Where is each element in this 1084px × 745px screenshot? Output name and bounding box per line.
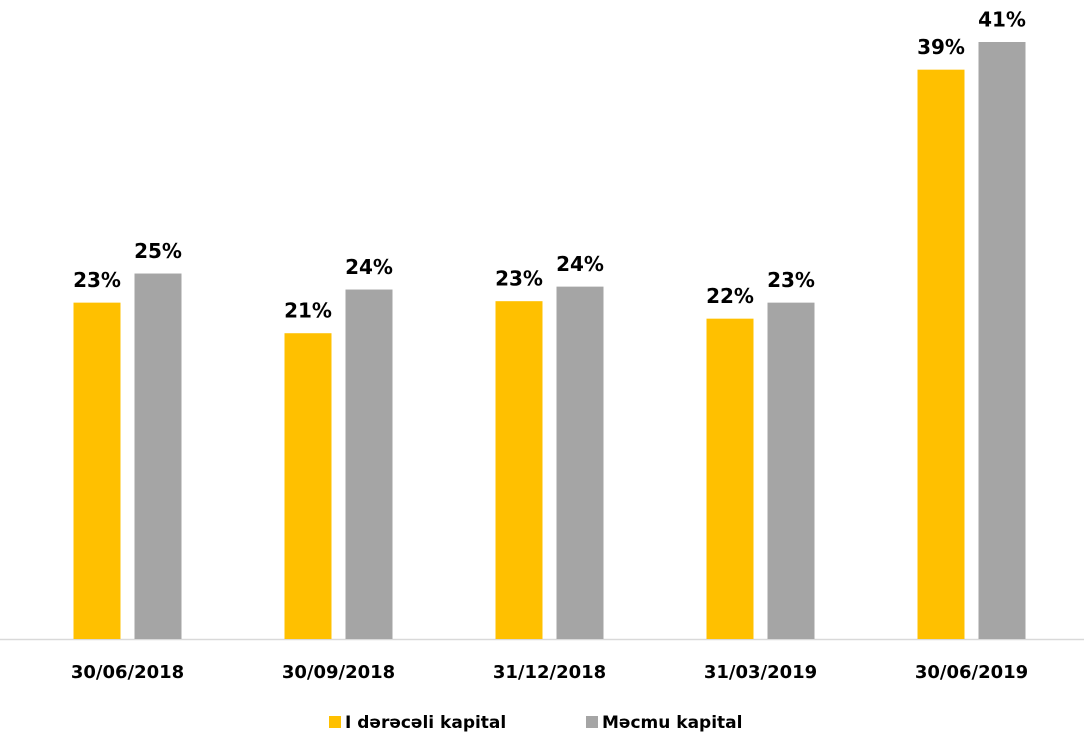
x-tick-label: 30/09/2018	[282, 662, 395, 683]
data-label: 22%	[706, 284, 754, 308]
bar	[978, 42, 1026, 639]
data-label: 24%	[345, 255, 393, 279]
bar	[556, 286, 604, 639]
bar	[917, 69, 965, 640]
data-label: 39%	[917, 35, 965, 59]
data-label: 23%	[73, 268, 121, 292]
legend-label: I dərəcəli kapital	[345, 713, 506, 733]
legend-swatch	[329, 716, 341, 728]
legend-label: Məcmu kapital	[602, 713, 742, 733]
bar	[345, 289, 393, 639]
bar	[706, 318, 754, 639]
data-label: 24%	[556, 252, 604, 276]
x-tick-label: 31/12/2018	[493, 662, 606, 683]
x-tick-label: 31/03/2019	[704, 662, 817, 683]
bar	[134, 273, 182, 639]
bar	[495, 301, 543, 639]
x-tick-label: 30/06/2019	[915, 662, 1028, 683]
data-label: 23%	[495, 267, 543, 291]
bar	[73, 302, 121, 639]
bar	[767, 302, 815, 639]
data-label: 21%	[284, 299, 332, 323]
data-label: 41%	[978, 8, 1026, 32]
legend-swatch	[586, 716, 598, 728]
bar	[284, 333, 332, 639]
data-label: 23%	[767, 268, 815, 292]
x-tick-label: 30/06/2018	[71, 662, 184, 683]
data-label: 25%	[134, 239, 182, 263]
